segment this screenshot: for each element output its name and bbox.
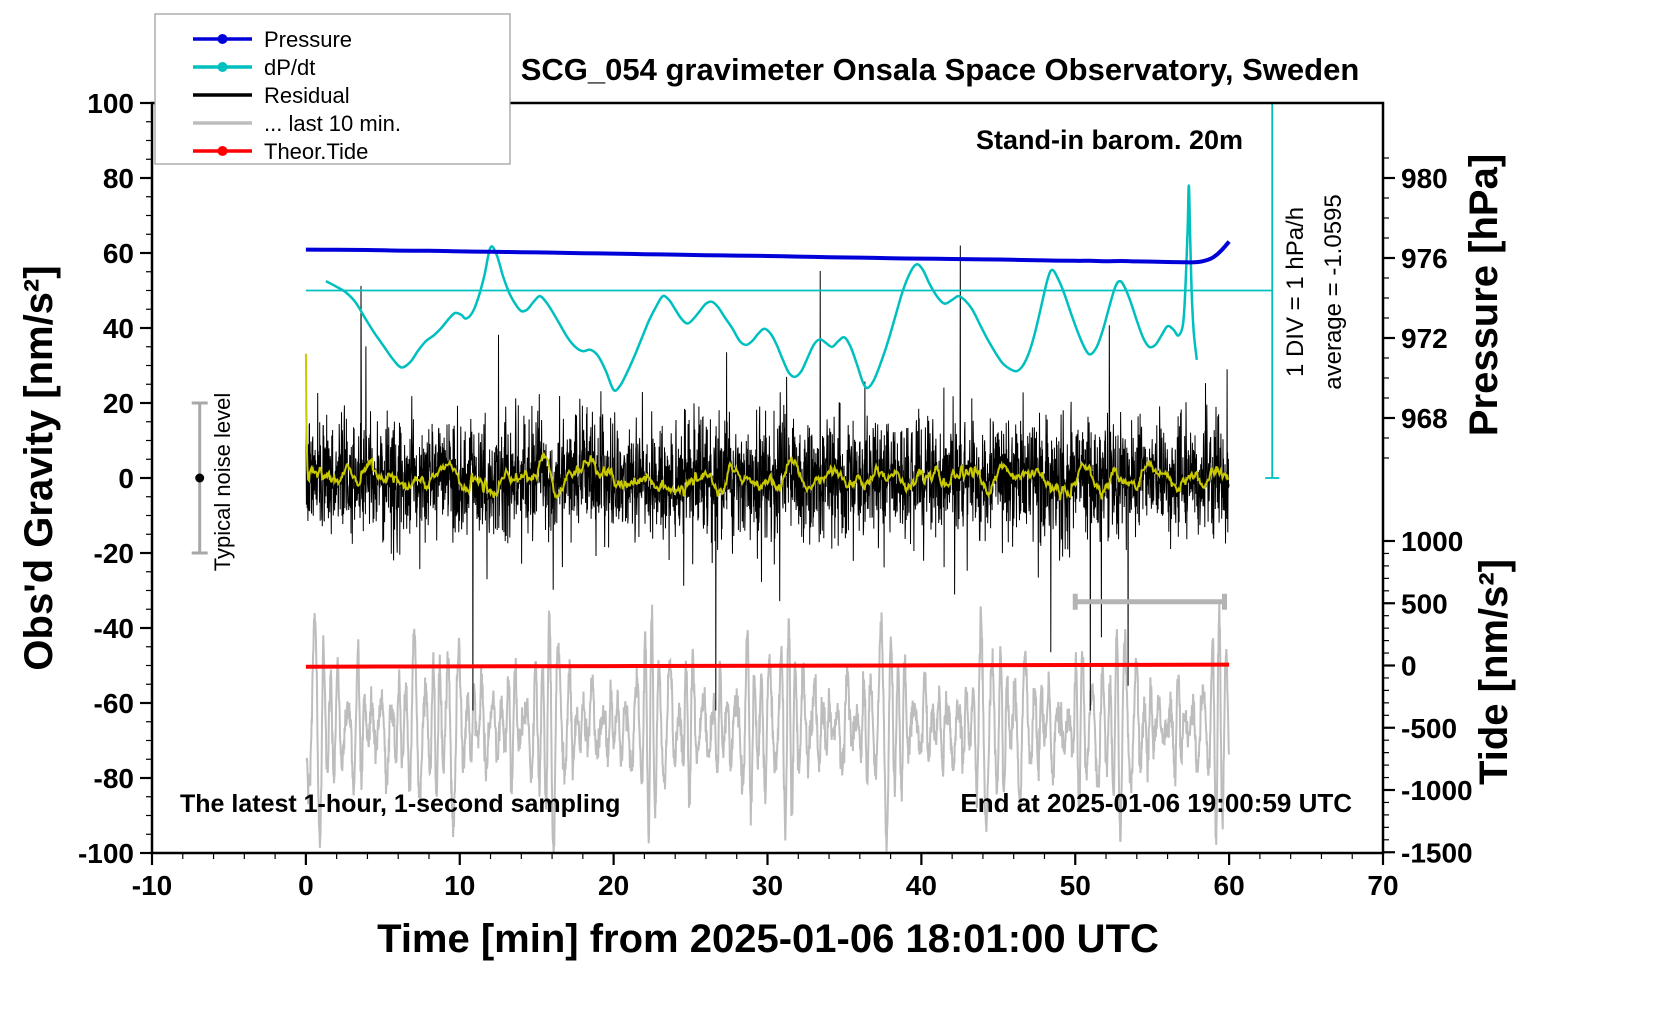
tide-tick-label: -1500: [1401, 837, 1473, 868]
x-tick-label: 70: [1367, 870, 1398, 901]
div-scale-note: 1 DIV = 1 hPa/h: [1282, 207, 1309, 377]
gravity-tick-label: 20: [103, 388, 134, 419]
legend-item-last-10-min: ... last 10 min.: [193, 111, 401, 136]
tide-tick-label: 500: [1401, 588, 1448, 619]
gravity-tick-label: 100: [87, 88, 134, 119]
noise-level-dot: [195, 473, 205, 483]
gravity-tick-label: -20: [94, 538, 134, 569]
legend-item-pressure: Pressure: [193, 27, 352, 52]
x-tick-label: 30: [752, 870, 783, 901]
dpdt-legend-label: dP/dt: [264, 55, 315, 80]
theor-tide-legend-label: Theor.Tide: [264, 139, 368, 164]
gravity-tick-label: -40: [94, 613, 134, 644]
gravity-tick-label: -100: [78, 838, 134, 869]
axis-ticks: -10 0 10 20 30 40 50 60 70-100-80-60-40-20020406…: [78, 88, 1473, 901]
data-series: [304, 103, 1280, 853]
x-tick-label: -10: [132, 870, 172, 901]
theor-tide-line: [305, 662, 1230, 669]
gravity-tick-label: -80: [94, 763, 134, 794]
pressure-legend-label: Pressure: [264, 27, 352, 52]
legend-item-dpdt: dP/dt: [193, 55, 315, 80]
legend-item-theor-tide: Theor.Tide: [193, 139, 368, 164]
pressure-tick-label: 968: [1401, 403, 1448, 434]
plot-frame: [150, 101, 1385, 855]
pressure-line: [305, 240, 1231, 265]
average-note: average = -1.0595: [1320, 194, 1347, 389]
gravity-tick-label: 0: [118, 463, 134, 494]
x-tick-label: 40: [906, 870, 937, 901]
tide-axis-label: Tide [nm/s²]: [1472, 559, 1516, 785]
last-10-min-line: [305, 601, 1231, 853]
legend-item-residual: Residual: [193, 83, 350, 108]
tide-tick-label: -500: [1401, 713, 1457, 744]
sampling-note: The latest 1-hour, 1-second sampling: [180, 790, 620, 818]
gravity-tick-label: -60: [94, 688, 134, 719]
theor-tide-legend-dot: [217, 146, 228, 156]
dpdt-legend-dot: [217, 62, 228, 72]
plot-markers: [191, 401, 1228, 610]
legend: Pressure dP/dt Residual ... last 10 min.…: [154, 13, 511, 165]
gravity-tick-label: 80: [103, 163, 134, 194]
gravity-axis-label: Obs'd Gravity [nm/s²]: [17, 265, 61, 670]
gravity-tick-label: 40: [103, 313, 134, 344]
residual-legend-label: Residual: [264, 83, 350, 108]
tide-tick-label: 0: [1401, 651, 1417, 682]
x-tick-label: 50: [1060, 870, 1091, 901]
last-10-min-legend-label: ... last 10 min.: [264, 111, 401, 136]
pressure-tick-label: 972: [1401, 323, 1448, 354]
x-tick-label: 60: [1214, 870, 1245, 901]
end-time-note: End at 2025-01-06 19:00:59 UTC: [960, 788, 1352, 818]
noise-level-note: Typical noise level: [210, 393, 235, 572]
gravity-tick-label: 60: [103, 238, 134, 269]
x-axis-label: Time [min] from 2025-01-06 18:01:00 UTC: [377, 917, 1159, 961]
residual-line: [305, 245, 1230, 711]
pressure-tick-label: 976: [1401, 243, 1448, 274]
x-tick-label: 10: [444, 870, 475, 901]
x-tick-label: 0: [298, 870, 314, 901]
pressure-tick-label: 980: [1401, 163, 1448, 194]
smoothed-residual-line: [304, 353, 1230, 501]
tide-tick-label: 1000: [1401, 526, 1463, 557]
barometer-note: Stand-in barom. 20m: [976, 125, 1243, 155]
pressure-legend-dot: [217, 34, 228, 44]
dpdt-line: [325, 184, 1199, 392]
x-tick-label: 20: [598, 870, 629, 901]
tide-tick-label: -1000: [1401, 775, 1473, 806]
chart-title: SCG_054 gravimeter Onsala Space Observat…: [521, 52, 1360, 87]
pressure-axis-label: Pressure [hPa]: [1462, 154, 1506, 436]
